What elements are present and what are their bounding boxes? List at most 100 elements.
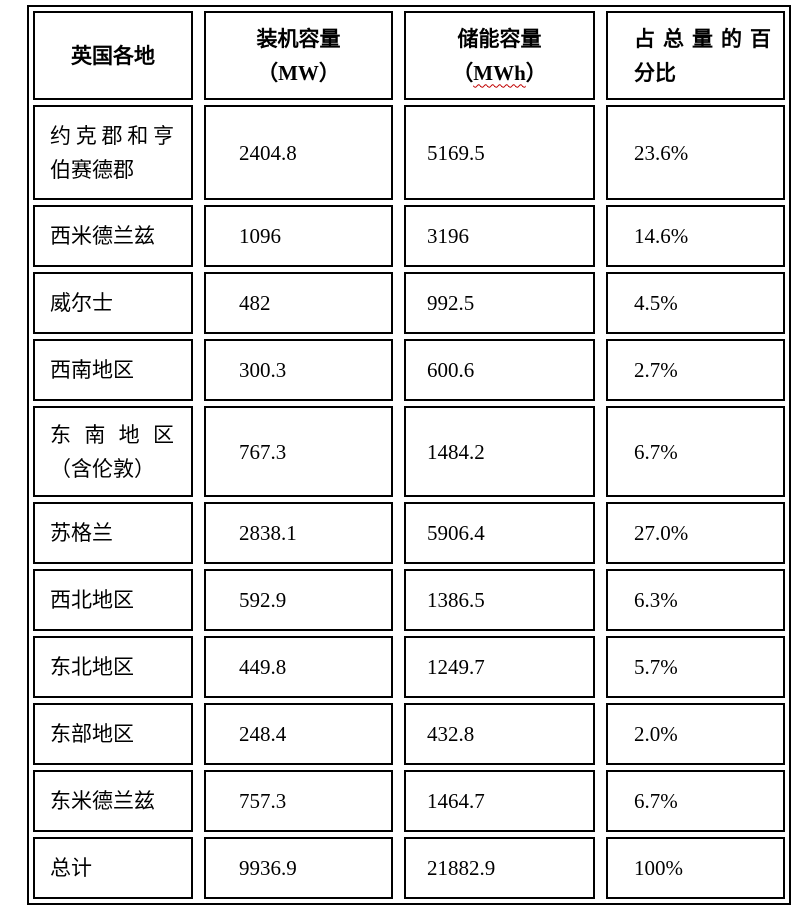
mwh-value: 1484.2 [427,439,485,464]
mwh-value: 3196 [427,224,469,248]
mw-cell: 300.3 [204,339,393,401]
total-percent-cell: 100% [606,837,785,899]
mwh-value: 5169.5 [427,140,485,165]
header-mw-label: 装机容量 [256,26,341,51]
header-cell-mw: 装机容量 （MW） [204,11,393,100]
percent-value: 14.6% [634,224,689,248]
region-cell: 东部地区 [33,703,193,765]
region-cell: 威尔士 [33,272,193,334]
percent-value: 4.5% [634,291,678,315]
percent-cell: 23.6% [606,105,785,200]
total-mw-cell: 9936.9 [204,837,393,899]
mwh-value: 5906.4 [427,521,485,545]
mwh-cell: 5169.5 [404,105,595,200]
header-percent-line2: 分比 [634,60,676,85]
paren-open: （ [452,60,474,85]
percent-value: 23.6% [634,140,689,165]
header-cell-mwh: 储能容量 （MWh） [404,11,595,100]
total-mw-value: 9936.9 [239,856,297,880]
mwh-value: 1464.7 [427,789,485,813]
percent-cell: 6.3% [606,569,785,631]
mw-cell: 2404.8 [204,105,393,200]
region-name: 苏格兰 [50,521,113,545]
spellcheck-word: MWh [473,60,526,85]
percent-cell: 6.7% [606,770,785,832]
region-cell: 西米德兰兹 [33,205,193,267]
mwh-value: 432.8 [427,722,475,746]
region-name-line1: 东南地区 [50,422,174,447]
region-cell: 苏格兰 [33,502,193,564]
region-cell: 东北地区 [33,636,193,698]
mw-value: 300.3 [239,358,287,382]
percent-cell: 4.5% [606,272,785,334]
percent-cell: 2.0% [606,703,785,765]
percent-cell: 2.7% [606,339,785,401]
mw-value: 248.4 [239,722,287,746]
total-mwh-value: 21882.9 [427,856,496,880]
mw-value: 1096 [239,224,281,248]
mw-value: 449.8 [239,655,287,679]
percent-value: 27.0% [634,521,689,545]
percent-cell: 5.7% [606,636,785,698]
percent-value: 2.0% [634,722,678,746]
paren-close: ） [525,60,547,85]
header-cell-region: 英国各地 [33,11,193,100]
header-region-label: 英国各地 [71,43,155,68]
total-percent-value: 100% [634,856,683,880]
region-name-line2: 伯赛德郡 [50,157,134,182]
total-label: 总计 [50,856,92,880]
mwh-cell: 1386.5 [404,569,595,631]
region-cell: 西北地区 [33,569,193,631]
region-name: 东米德兰兹 [50,789,155,813]
mw-value: 2404.8 [239,140,297,165]
region-cell: 西南地区 [33,339,193,401]
percent-value: 6.7% [634,789,678,813]
mw-cell: 1096 [204,205,393,267]
mw-value: 482 [239,291,271,315]
region-name: 威尔士 [50,291,113,315]
percent-value: 6.3% [634,588,678,612]
mwh-value: 1386.5 [427,588,485,612]
header-cell-percent: 占总量的百 分比 [606,11,785,100]
percent-cell: 27.0% [606,502,785,564]
region-name-line2: （含伦敦） [50,456,155,481]
mwh-cell: 3196 [404,205,595,267]
mw-cell: 449.8 [204,636,393,698]
mw-value: 2838.1 [239,521,297,545]
mw-cell: 757.3 [204,770,393,832]
region-name: 西南地区 [50,358,134,382]
mw-value: 757.3 [239,789,287,813]
region-name: 西北地区 [50,588,134,612]
mwh-cell: 1464.7 [404,770,595,832]
mw-value: 767.3 [239,439,287,464]
mwh-value: 992.5 [427,291,475,315]
percent-value: 5.7% [634,655,678,679]
region-cell: 东米德兰兹 [33,770,193,832]
total-region-cell: 总计 [33,837,193,899]
region-cell: 约克郡和亨 伯赛德郡 [33,105,193,200]
table-grid: 英国各地 装机容量 （MW） 储能容量 （MWh） 占总量的百 分比 约克郡和亨… [33,11,785,899]
header-mwh-unit: （MWh） [452,56,547,90]
mw-cell: 2838.1 [204,502,393,564]
header-mwh-label: 储能容量 [457,26,542,51]
header-mw-unit: （MW） [257,60,340,85]
mw-cell: 482 [204,272,393,334]
mw-cell: 248.4 [204,703,393,765]
percent-cell: 6.7% [606,406,785,497]
mwh-cell: 432.8 [404,703,595,765]
mwh-cell: 1249.7 [404,636,595,698]
total-mwh-cell: 21882.9 [404,837,595,899]
percent-value: 2.7% [634,358,678,382]
header-percent-line1: 占总量的百 [634,26,771,51]
mw-cell: 592.9 [204,569,393,631]
region-name: 西米德兰兹 [50,224,155,248]
region-name: 东北地区 [50,655,134,679]
mw-cell: 767.3 [204,406,393,497]
percent-value: 6.7% [634,439,678,464]
mw-value: 592.9 [239,588,287,612]
region-name-line1: 约克郡和亨 [50,123,174,148]
mwh-cell: 5906.4 [404,502,595,564]
mwh-cell: 600.6 [404,339,595,401]
mwh-cell: 1484.2 [404,406,595,497]
